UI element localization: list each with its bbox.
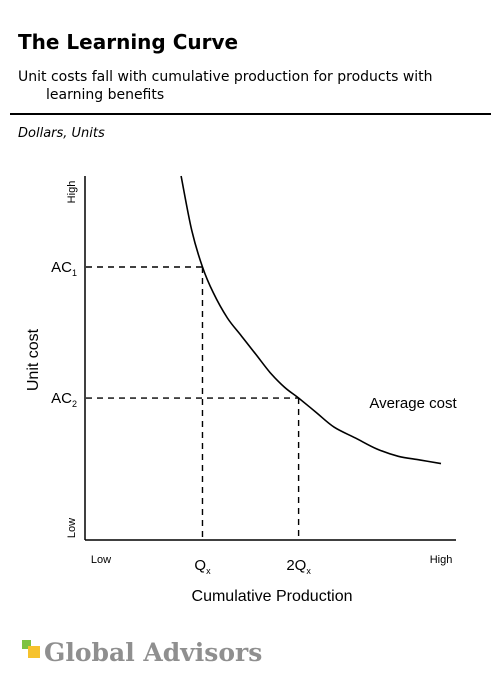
header-divider bbox=[10, 113, 491, 115]
y-axis-title: Unit cost bbox=[25, 328, 42, 391]
series-label-average-cost: Average cost bbox=[369, 395, 457, 412]
annotation-ac1: AC1 bbox=[51, 259, 77, 278]
series-line-average-cost bbox=[180, 175, 442, 465]
annotation-qx: Qx bbox=[194, 557, 211, 576]
annotation-ac2: AC2 bbox=[51, 390, 77, 409]
x-axis-title: Cumulative Production bbox=[192, 588, 353, 605]
logo-text: Global Advisors bbox=[44, 638, 263, 667]
page-title: The Learning Curve bbox=[18, 30, 239, 54]
x-tick-label-high: High bbox=[430, 554, 453, 566]
page-subtitle: Unit costs fall with cumulative producti… bbox=[18, 69, 433, 103]
x-tick-label-low: Low bbox=[91, 554, 111, 566]
logo-mark-icon bbox=[22, 640, 42, 660]
y-tick-label-low: Low bbox=[66, 518, 78, 538]
y-tick-label-high: High bbox=[66, 181, 78, 204]
units-note: Dollars, Units bbox=[18, 126, 105, 141]
annotation-2qx: 2Qx bbox=[286, 557, 311, 576]
